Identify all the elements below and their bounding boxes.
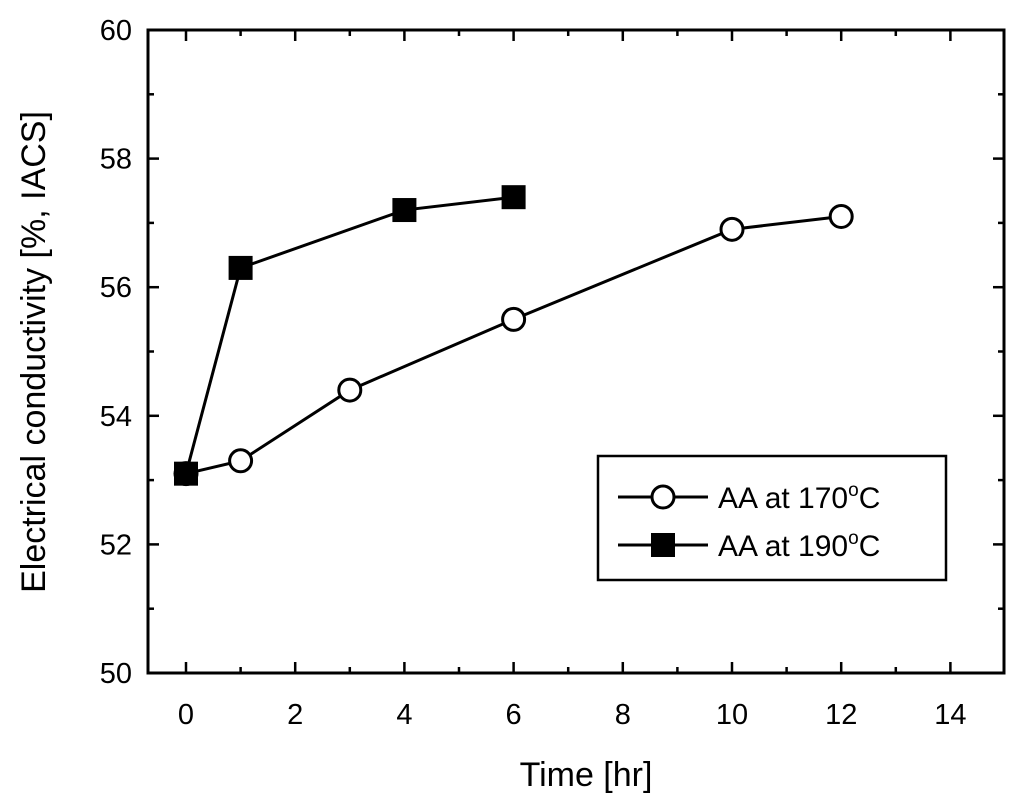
y-tick-label: 52 — [100, 529, 132, 561]
x-tick-label: 4 — [396, 699, 412, 731]
y-tick-label: 54 — [100, 401, 132, 433]
legend-marker-filled-square-icon — [651, 533, 675, 557]
y-tick-label: 50 — [100, 658, 132, 690]
data-point-open-circle — [719, 216, 745, 242]
x-tick-label: 10 — [716, 699, 748, 731]
series-0 — [173, 203, 854, 487]
series-1 — [174, 185, 526, 486]
y-tick-label: 60 — [100, 15, 132, 47]
legend: AA at 170oC AA at 190oC — [596, 454, 948, 582]
axis-ticks: 0 2 4 6 8 10 12 14 50 52 54 56 58 60 — [100, 15, 1004, 731]
series-layer — [173, 185, 854, 487]
x-tick-label: 14 — [934, 699, 966, 731]
series-line — [185, 214, 842, 476]
data-point-open-circle — [337, 377, 363, 403]
x-axis-title: Time [hr] — [520, 756, 653, 794]
data-point-open-circle — [501, 306, 527, 332]
data-point-filled-square — [174, 461, 198, 486]
x-tick-label: 8 — [615, 699, 631, 731]
legend-marker-open-circle-icon — [650, 484, 676, 510]
x-tick-label: 6 — [506, 699, 522, 731]
legend-label-190: AA at 190oC — [718, 528, 880, 563]
y-tick-label: 56 — [100, 272, 132, 304]
data-point-filled-square — [392, 198, 417, 223]
series-line — [184, 195, 514, 475]
y-tick-label: 58 — [100, 144, 132, 176]
data-point-filled-square — [228, 255, 253, 280]
legend-label-170: AA at 170oC — [718, 480, 880, 515]
x-tick-label: 2 — [287, 699, 303, 731]
data-point-open-circle — [828, 203, 854, 229]
y-axis-title: Electrical conductivity [%, IACS] — [15, 111, 53, 593]
data-point-filled-square — [501, 185, 526, 210]
x-tick-label: 0 — [178, 699, 194, 731]
data-point-open-circle — [228, 448, 254, 474]
legend-box — [596, 454, 948, 582]
x-tick-label: 12 — [825, 699, 857, 731]
